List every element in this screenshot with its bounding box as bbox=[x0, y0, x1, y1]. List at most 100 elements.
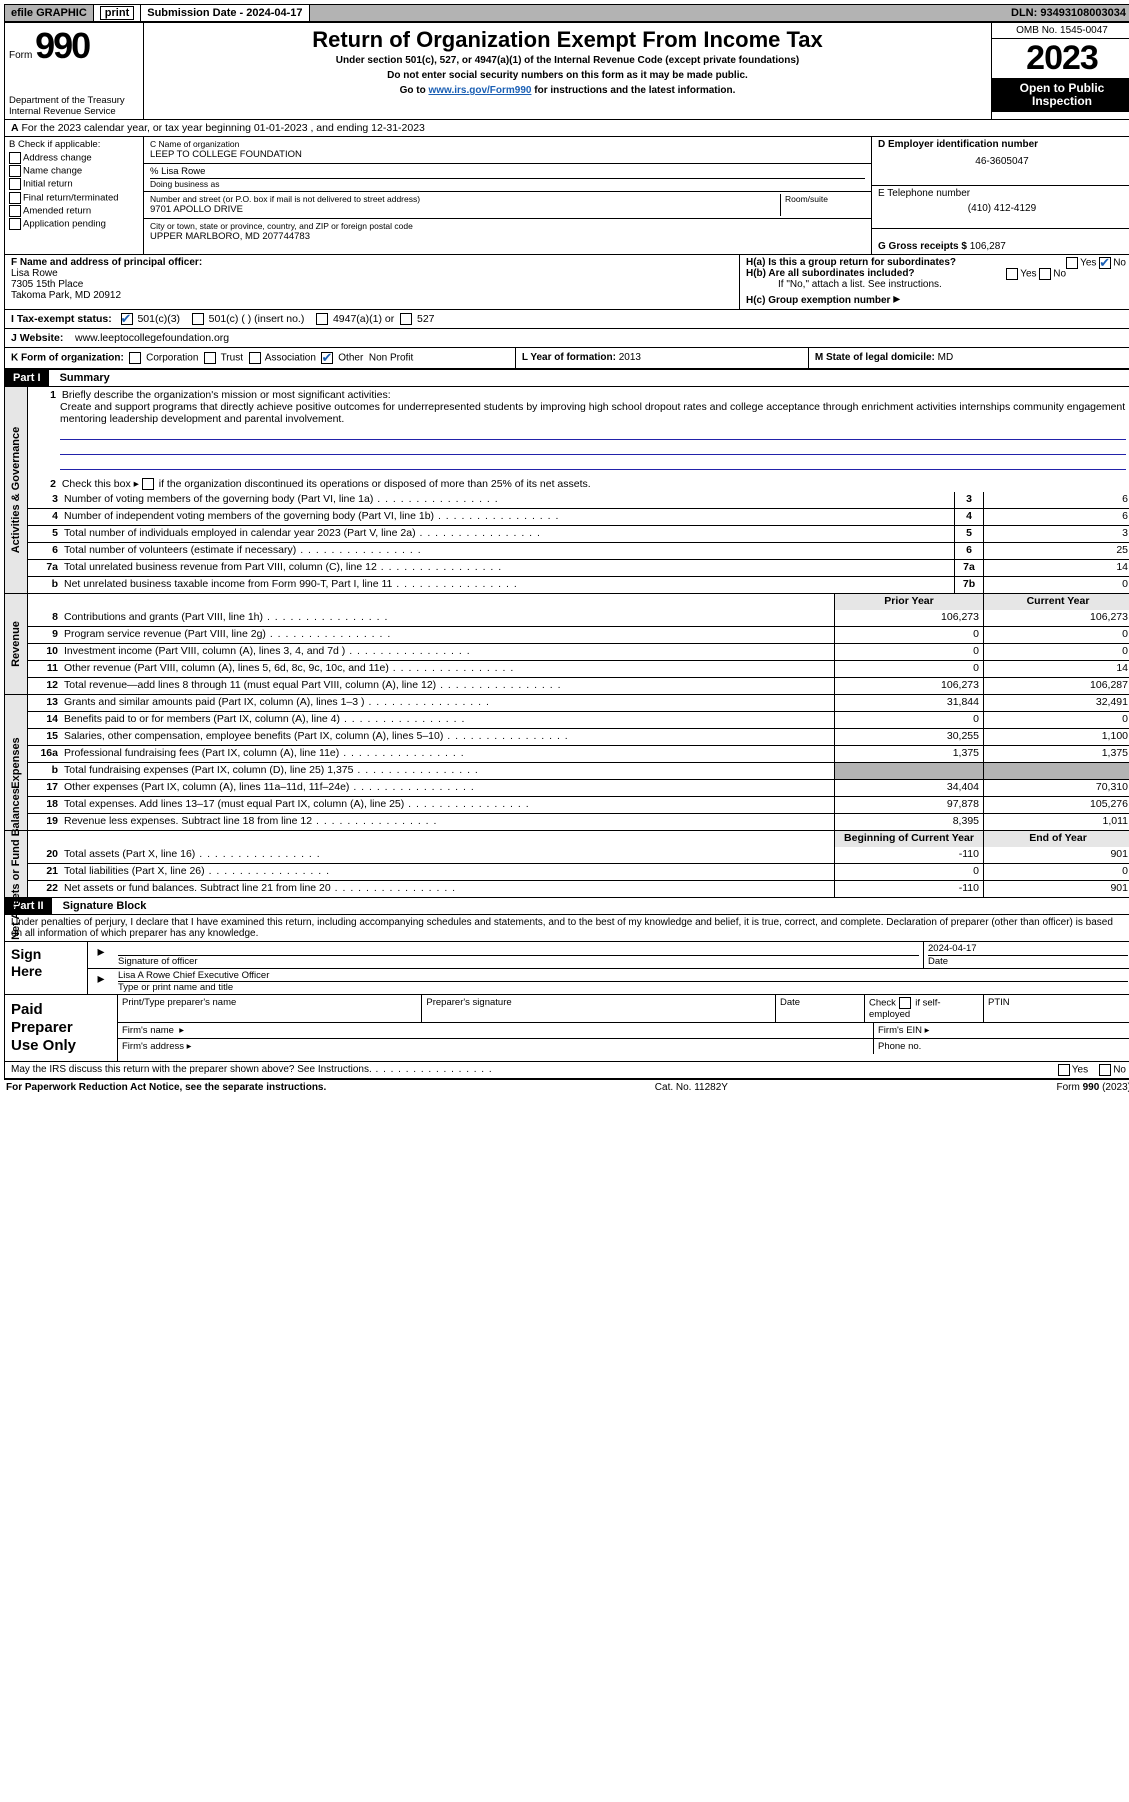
discuss-row: May the IRS discuss this return with the… bbox=[5, 1062, 1129, 1079]
perjury-statement: Under penalties of perjury, I declare th… bbox=[5, 915, 1129, 942]
form-header: Form 990 Department of the Treasury Inte… bbox=[5, 23, 1129, 120]
title-sub1: Under section 501(c), 527, or 4947(a)(1)… bbox=[150, 55, 985, 66]
officer-name: Lisa A Rowe Chief Executive Officer bbox=[118, 970, 1128, 981]
dept-irs: Internal Revenue Service bbox=[9, 106, 139, 117]
form-of-org: K Form of organization: Corporation Trus… bbox=[5, 348, 516, 368]
paid-preparer-block: PaidPreparerUse Only Print/Type preparer… bbox=[5, 995, 1129, 1062]
data-row: 13Grants and similar amounts paid (Part … bbox=[28, 695, 1129, 711]
group-return: H(a) Is this a group return for subordin… bbox=[740, 255, 1129, 309]
section-expenses: Expenses 13Grants and similar amounts pa… bbox=[5, 695, 1129, 831]
part1-header-row: Part I Summary bbox=[5, 369, 1129, 387]
tax-year: 2023 bbox=[992, 39, 1129, 78]
mission-block: 1 Briefly describe the organization's mi… bbox=[28, 387, 1129, 472]
city-row: City or town, state or province, country… bbox=[144, 219, 871, 245]
dept-treasury: Department of the Treasury bbox=[9, 95, 139, 106]
row-klm: K Form of organization: Corporation Trus… bbox=[5, 348, 1129, 369]
omb-number: OMB No. 1545-0047 bbox=[992, 23, 1129, 39]
q2-row: 2 Check this box ▸ if the organization d… bbox=[28, 472, 1129, 492]
row-fh: F Name and address of principal officer:… bbox=[5, 255, 1129, 310]
cb-4947[interactable] bbox=[316, 313, 328, 325]
part2-title: Signature Block bbox=[55, 900, 147, 912]
discuss-yes[interactable] bbox=[1058, 1064, 1070, 1076]
row-a-taxyear: A For the 2023 calendar year, or tax yea… bbox=[5, 120, 1129, 137]
efile-label: efile GRAPHIC bbox=[5, 5, 94, 21]
print-button[interactable]: print bbox=[100, 6, 134, 20]
section-governance: Activities & Governance 1 Briefly descri… bbox=[5, 387, 1129, 594]
header-right: OMB No. 1545-0047 2023 Open to Public In… bbox=[991, 23, 1129, 119]
header-left: Form 990 Department of the Treasury Inte… bbox=[5, 23, 144, 119]
cb-501c3[interactable] bbox=[121, 313, 133, 325]
irs-link[interactable]: www.irs.gov/Form990 bbox=[428, 85, 531, 96]
principal-officer: F Name and address of principal officer:… bbox=[5, 255, 740, 309]
ha-no[interactable] bbox=[1099, 257, 1111, 269]
hb-no[interactable] bbox=[1039, 268, 1051, 280]
phone-row: E Telephone number (410) 412-4129 bbox=[872, 186, 1129, 229]
data-row: 11Other revenue (Part VIII, column (A), … bbox=[28, 660, 1129, 677]
part2-header-row: Part II Signature Block bbox=[5, 898, 1129, 915]
side-governance: Activities & Governance bbox=[5, 387, 28, 593]
cb-self-employed[interactable] bbox=[899, 997, 911, 1009]
form-ref: Form 990 (2023) bbox=[1057, 1082, 1129, 1093]
form-number: 990 bbox=[35, 25, 89, 66]
state-domicile: M State of legal domicile: MD bbox=[809, 348, 1129, 368]
submission-date: Submission Date - 2024-04-17 bbox=[141, 5, 309, 21]
cb-discontinued[interactable] bbox=[142, 478, 154, 490]
cb-address-change[interactable]: Address change bbox=[9, 152, 139, 165]
h-a: H(a) Is this a group return for subordin… bbox=[746, 257, 1126, 268]
gov-row: 5Total number of individuals employed in… bbox=[28, 525, 1129, 542]
preparer-row2: Firm's name ▸ Firm's EIN ▸ bbox=[118, 1023, 1129, 1039]
row-i-tax-status: I Tax-exempt status: 501(c)(3) 501(c) ( … bbox=[5, 310, 1129, 329]
arrow-icon: ▸ bbox=[88, 969, 114, 994]
gov-row: 7aTotal unrelated business revenue from … bbox=[28, 559, 1129, 576]
catalog-number: Cat. No. 11282Y bbox=[655, 1082, 728, 1093]
paperwork-notice: For Paperwork Reduction Act Notice, see … bbox=[6, 1082, 326, 1093]
gov-row: 6Total number of volunteers (estimate if… bbox=[28, 542, 1129, 559]
street-address: 9701 APOLLO DRIVE bbox=[150, 204, 776, 215]
cb-527[interactable] bbox=[400, 313, 412, 325]
h-b: H(b) Are all subordinates included? Yes … bbox=[746, 268, 1126, 279]
dln-label: DLN: 93493108003034 bbox=[1005, 5, 1129, 21]
cb-initial-return[interactable]: Initial return bbox=[9, 178, 139, 191]
h-c: H(c) Group exemption number ▸ bbox=[746, 290, 1126, 307]
hb-yes[interactable] bbox=[1006, 268, 1018, 280]
side-revenue: Revenue bbox=[5, 594, 28, 694]
gov-row: bNet unrelated business taxable income f… bbox=[28, 576, 1129, 593]
phone-value: (410) 412-4129 bbox=[878, 203, 1126, 214]
cb-assoc[interactable] bbox=[249, 352, 261, 364]
cb-other[interactable] bbox=[321, 352, 333, 364]
street-row: Number and street (or P.O. box if mail i… bbox=[144, 192, 871, 219]
cb-application-pending[interactable]: Application pending bbox=[9, 218, 139, 231]
title-sub2: Do not enter social security numbers on … bbox=[150, 70, 985, 81]
discuss-no[interactable] bbox=[1099, 1064, 1111, 1076]
ha-yes[interactable] bbox=[1066, 257, 1078, 269]
preparer-row3: Firm's address ▸ Phone no. bbox=[118, 1039, 1129, 1054]
data-row: bTotal fundraising expenses (Part IX, co… bbox=[28, 762, 1129, 779]
sign-here-block: SignHere ▸ Signature of officer 2024-04-… bbox=[5, 942, 1129, 995]
cb-final-return[interactable]: Final return/terminated bbox=[9, 192, 139, 205]
room-suite: Room/suite bbox=[781, 194, 865, 216]
gov-row: 4Number of independent voting members of… bbox=[28, 508, 1129, 525]
revenue-body: Prior Year Current Year 8Contributions a… bbox=[28, 594, 1129, 694]
paid-preparer-label: PaidPreparerUse Only bbox=[5, 995, 118, 1061]
data-row: 15Salaries, other compensation, employee… bbox=[28, 728, 1129, 745]
title-sub3: Go to www.irs.gov/Form990 for instructio… bbox=[150, 85, 985, 96]
form-title: Return of Organization Exempt From Incom… bbox=[150, 27, 985, 53]
cb-501c[interactable] bbox=[192, 313, 204, 325]
efile-topbar: efile GRAPHIC print Submission Date - 20… bbox=[4, 4, 1129, 22]
data-row: 10Investment income (Part VIII, column (… bbox=[28, 643, 1129, 660]
header-center: Return of Organization Exempt From Incom… bbox=[144, 23, 991, 119]
org-name: LEEP TO COLLEGE FOUNDATION bbox=[150, 149, 865, 160]
org-name-row: C Name of organization LEEP TO COLLEGE F… bbox=[144, 137, 871, 164]
data-row: 17Other expenses (Part IX, column (A), l… bbox=[28, 779, 1129, 796]
cb-name-change[interactable]: Name change bbox=[9, 165, 139, 178]
cb-amended-return[interactable]: Amended return bbox=[9, 205, 139, 218]
care-of-row: % Lisa Rowe Doing business as bbox=[144, 164, 871, 193]
data-row: 14Benefits paid to or for members (Part … bbox=[28, 711, 1129, 728]
topbar-spacer bbox=[310, 11, 1005, 15]
revenue-header: Prior Year Current Year bbox=[28, 594, 1129, 610]
cb-trust[interactable] bbox=[204, 352, 216, 364]
col-b-checkboxes: B Check if applicable: Address change Na… bbox=[5, 137, 144, 254]
block-bcd: B Check if applicable: Address change Na… bbox=[5, 137, 1129, 255]
cb-corp[interactable] bbox=[129, 352, 141, 364]
governance-body: 1 Briefly describe the organization's mi… bbox=[28, 387, 1129, 593]
